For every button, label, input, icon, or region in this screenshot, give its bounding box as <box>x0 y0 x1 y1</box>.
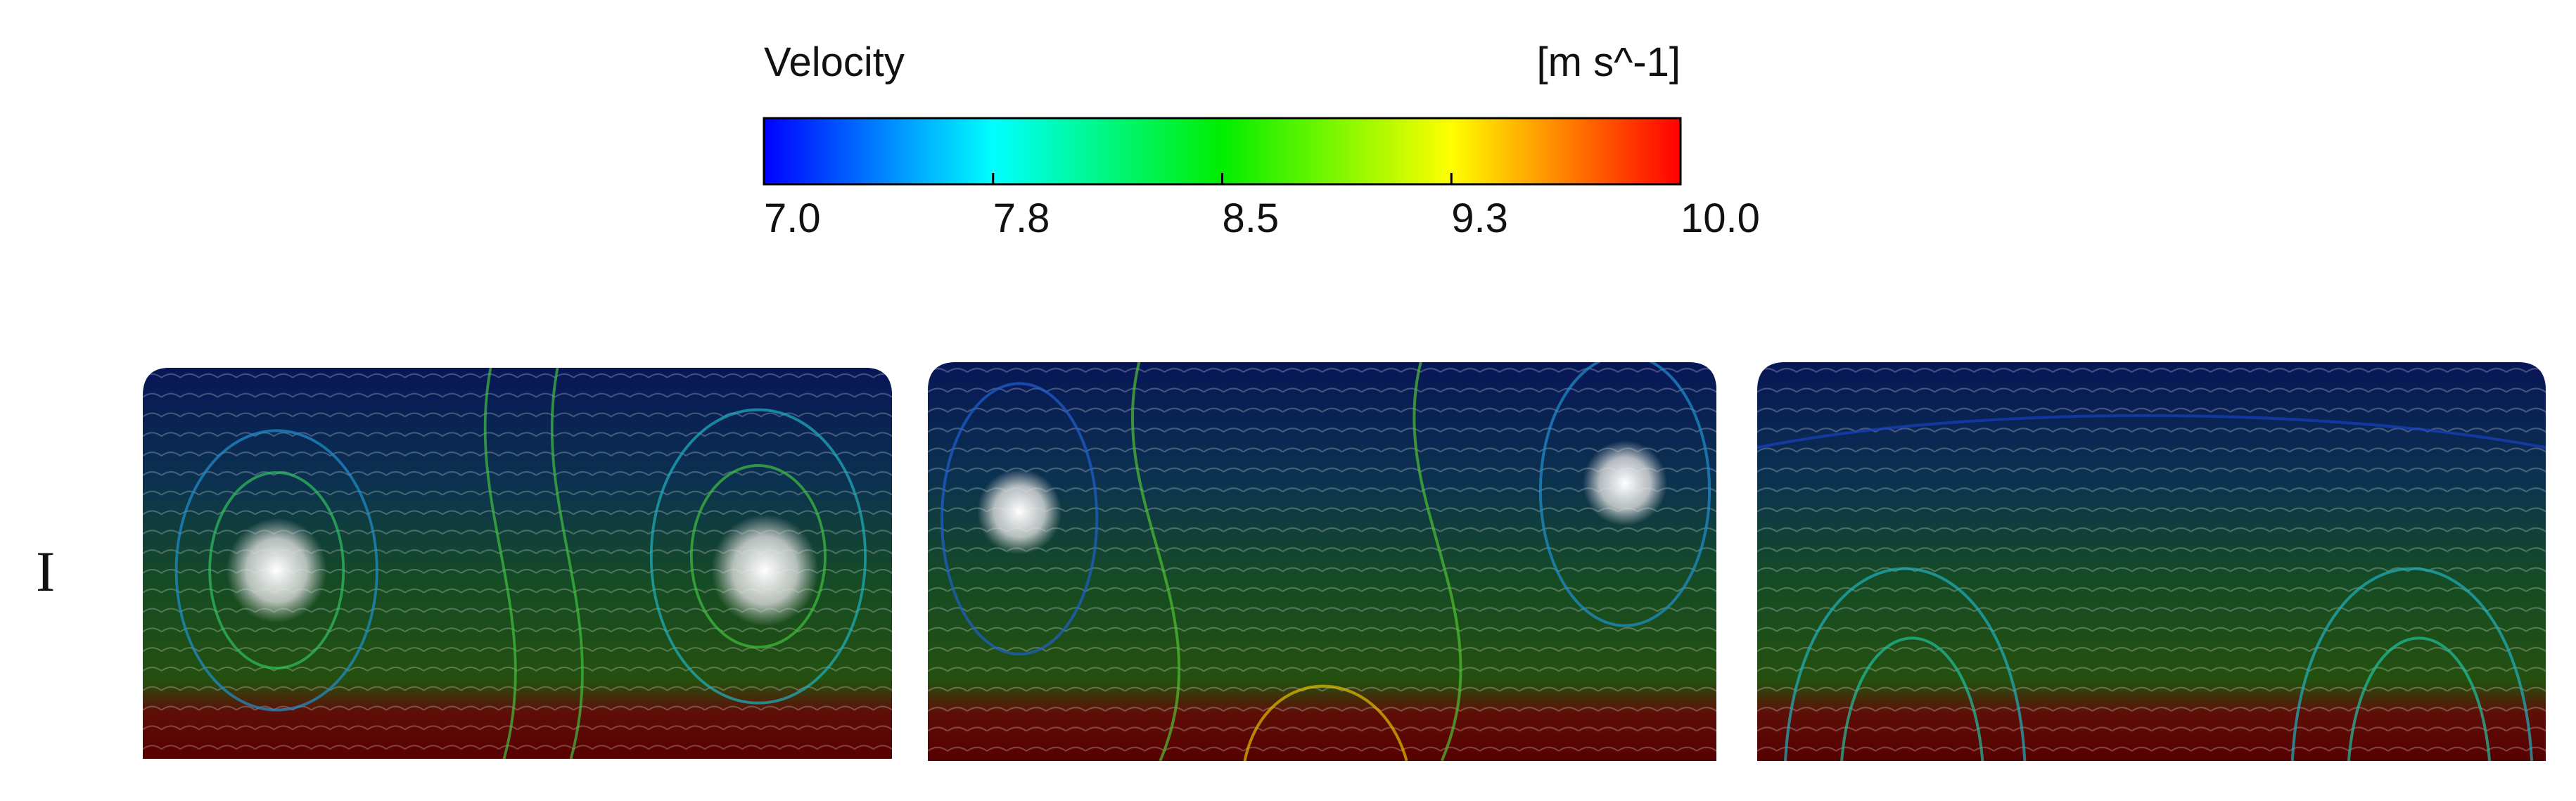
panel <box>143 368 892 759</box>
colorbar-ticks: 7.0 7.8 8.5 9.3 10.0 <box>763 173 1760 241</box>
legend-title: Velocity <box>764 39 905 85</box>
row-label: I <box>36 539 55 603</box>
tick-label: 7.0 <box>764 196 821 241</box>
legend-unit: [m s^-1] <box>1537 39 1681 85</box>
tick-label: 8.5 <box>1223 196 1280 241</box>
tick-label: 9.3 <box>1451 196 1508 241</box>
panel <box>1757 362 2546 762</box>
panel <box>928 362 1716 762</box>
tick-label: 10.0 <box>1681 196 1760 241</box>
tick-label: 7.8 <box>993 196 1050 241</box>
